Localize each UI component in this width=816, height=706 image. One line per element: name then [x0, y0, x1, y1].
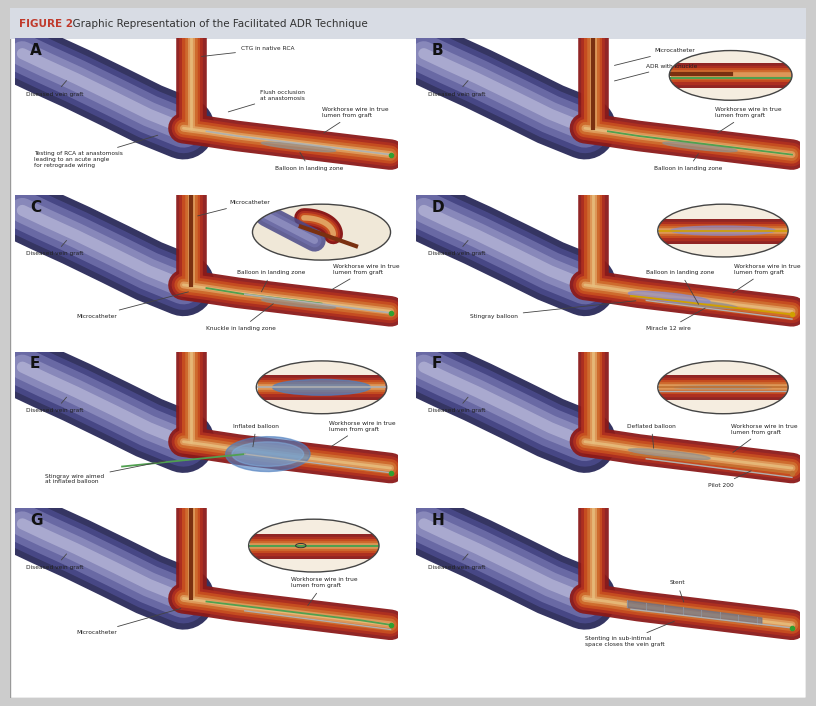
Text: E: E [30, 357, 41, 371]
Text: Stingray balloon: Stingray balloon [470, 301, 636, 318]
Text: Balloon in landing zone: Balloon in landing zone [646, 270, 715, 304]
Ellipse shape [273, 379, 370, 395]
Text: Workhorse wire in true
lumen from graft: Workhorse wire in true lumen from graft [733, 264, 801, 293]
Text: Microcatheter: Microcatheter [76, 292, 188, 318]
Text: Workhorse wire in true
lumen from graft: Workhorse wire in true lumen from graft [730, 424, 797, 453]
Ellipse shape [261, 299, 335, 309]
Text: Diseased vein graft: Diseased vein graft [428, 554, 486, 570]
Text: Workhorse wire in true
lumen from graft: Workhorse wire in true lumen from graft [290, 578, 357, 606]
Text: G: G [30, 513, 42, 528]
Text: FIGURE 2: FIGURE 2 [20, 18, 73, 29]
FancyBboxPatch shape [10, 8, 806, 39]
Text: Stenting in sub-intimal
space closes the vein graft: Stenting in sub-intimal space closes the… [585, 621, 674, 647]
Text: Stingray wire aimed
at inflated balloon: Stingray wire aimed at inflated balloon [46, 461, 166, 484]
Text: Diseased vein graft: Diseased vein graft [26, 397, 84, 413]
Text: Stent: Stent [669, 580, 685, 602]
Text: Graphic Representation of the Facilitated ADR Technique: Graphic Representation of the Facilitate… [65, 18, 367, 29]
Text: Balloon in landing zone: Balloon in landing zone [276, 152, 344, 171]
Text: Workhorse wire in true
lumen from graft: Workhorse wire in true lumen from graft [329, 421, 396, 446]
Text: ADR with knuckle: ADR with knuckle [614, 64, 698, 81]
Text: B: B [432, 43, 443, 58]
Text: Pilot 200: Pilot 200 [707, 471, 752, 488]
Text: Balloon in landing zone: Balloon in landing zone [237, 270, 305, 292]
Text: Flush occlusion
at anastomosis: Flush occlusion at anastomosis [228, 90, 305, 112]
Text: Diseased vein graft: Diseased vein graft [428, 80, 486, 97]
Ellipse shape [671, 226, 775, 235]
Text: Balloon in landing zone: Balloon in landing zone [654, 154, 722, 171]
Text: F: F [432, 357, 442, 371]
Circle shape [658, 204, 788, 257]
Ellipse shape [663, 142, 737, 152]
Ellipse shape [232, 442, 304, 467]
Text: Microcatheter: Microcatheter [614, 48, 694, 66]
Text: Inflated balloon: Inflated balloon [233, 424, 279, 447]
Ellipse shape [261, 142, 335, 152]
Ellipse shape [663, 299, 737, 309]
Text: Workhorse wire in true
lumen from graft: Workhorse wire in true lumen from graft [322, 107, 388, 133]
Text: Diseased vein graft: Diseased vein graft [428, 397, 486, 413]
Text: CTG in native RCA: CTG in native RCA [202, 47, 295, 56]
Text: Testing of RCA at anastomosis
leading to an acute angle
for retrograde wiring: Testing of RCA at anastomosis leading to… [33, 136, 157, 167]
Text: Workhorse wire in true
lumen from graft: Workhorse wire in true lumen from graft [716, 107, 782, 133]
Text: Knuckle in landing zone: Knuckle in landing zone [206, 304, 277, 331]
Text: Deflated balloon: Deflated balloon [627, 424, 676, 448]
Ellipse shape [628, 449, 710, 460]
Text: D: D [432, 200, 444, 215]
Text: C: C [30, 200, 41, 215]
Text: Diseased vein graft: Diseased vein graft [26, 80, 84, 97]
Circle shape [658, 361, 788, 414]
Ellipse shape [674, 385, 772, 389]
Text: Microcatheter: Microcatheter [76, 609, 181, 635]
Ellipse shape [628, 292, 710, 304]
Text: Diseased vein graft: Diseased vein graft [26, 554, 84, 570]
Circle shape [252, 204, 391, 260]
Text: Miracle 12 wire: Miracle 12 wire [646, 308, 705, 331]
Ellipse shape [225, 436, 310, 472]
Text: Diseased vein graft: Diseased vein graft [26, 241, 84, 256]
Circle shape [256, 361, 387, 414]
Text: H: H [432, 513, 444, 528]
FancyBboxPatch shape [10, 8, 806, 698]
Text: Workhorse wire in true
lumen from graft: Workhorse wire in true lumen from graft [331, 264, 400, 289]
Text: A: A [30, 43, 42, 58]
Text: Microcatheter: Microcatheter [197, 200, 270, 216]
Circle shape [249, 519, 379, 572]
Circle shape [669, 51, 792, 100]
Text: Diseased vein graft: Diseased vein graft [428, 241, 486, 256]
